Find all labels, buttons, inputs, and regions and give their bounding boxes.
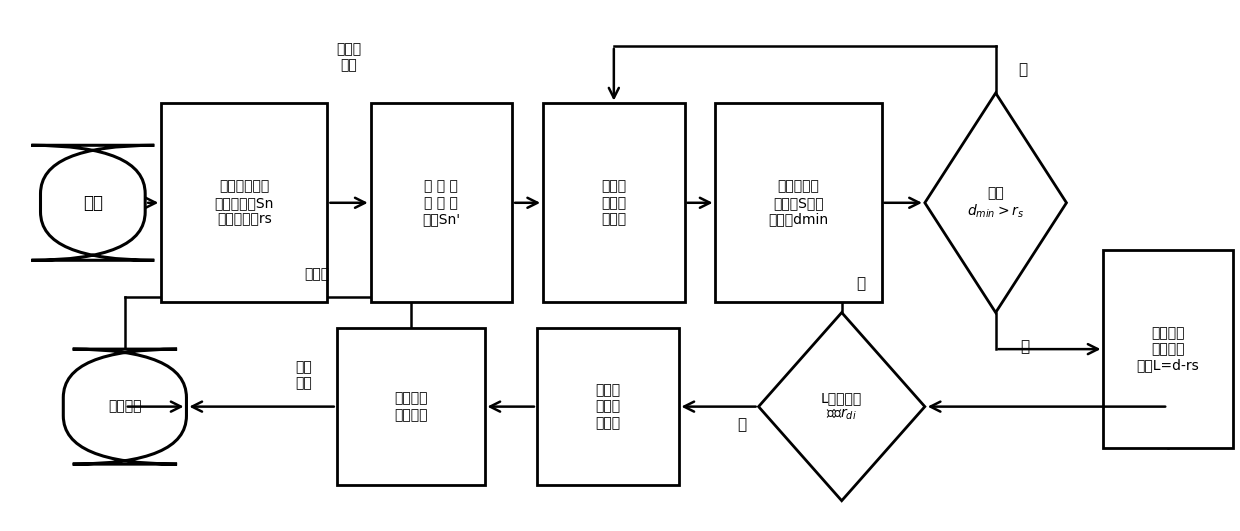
Text: 结束训练: 结束训练 — [108, 400, 141, 414]
Text: 精 简 后
的 自 体
样本Sn': 精 简 后 的 自 体 样本Sn' — [423, 179, 460, 226]
Text: 是: 是 — [737, 417, 746, 432]
Text: 加到成
熟检测
器集合: 加到成 熟检测 器集合 — [595, 383, 620, 430]
Text: 随机生
成异常
检测器: 随机生 成异常 检测器 — [601, 179, 626, 226]
Text: 检测器覆
盖率检验: 检测器覆 盖率检验 — [394, 391, 428, 422]
Polygon shape — [925, 93, 1066, 313]
Bar — [715, 104, 882, 302]
Text: 开始: 开始 — [83, 194, 103, 212]
Bar — [1104, 250, 1233, 449]
FancyBboxPatch shape — [31, 145, 154, 260]
Text: 主成分
分析: 主成分 分析 — [336, 42, 362, 72]
Text: 达到
预期: 达到 预期 — [295, 360, 312, 390]
Text: 否: 否 — [857, 277, 866, 292]
Text: 否: 否 — [1018, 62, 1027, 76]
Bar — [161, 104, 327, 302]
Bar — [371, 104, 512, 302]
FancyBboxPatch shape — [63, 349, 186, 464]
Text: 各模块分别选
择自体样本Sn
和自体半径rs: 各模块分别选 择自体样本Sn 和自体半径rs — [215, 179, 274, 226]
Text: 判断
$d_{min}>r_s$: 判断 $d_{min}>r_s$ — [967, 186, 1024, 220]
Bar — [337, 328, 485, 485]
Text: 候选异常
检测器，
半径L=d-rs: 候选异常 检测器， 半径L=d-rs — [1137, 326, 1199, 372]
Bar — [537, 328, 678, 485]
Bar — [543, 104, 684, 302]
Polygon shape — [759, 313, 925, 501]
Text: 是: 是 — [1021, 339, 1029, 354]
Text: 计算异常检
测器与S的最
小距离dmin: 计算异常检 测器与S的最 小距离dmin — [769, 179, 828, 226]
Text: L是否小于
任意$r_{di}$: L是否小于 任意$r_{di}$ — [821, 391, 862, 423]
Text: 未达到: 未达到 — [305, 267, 330, 281]
